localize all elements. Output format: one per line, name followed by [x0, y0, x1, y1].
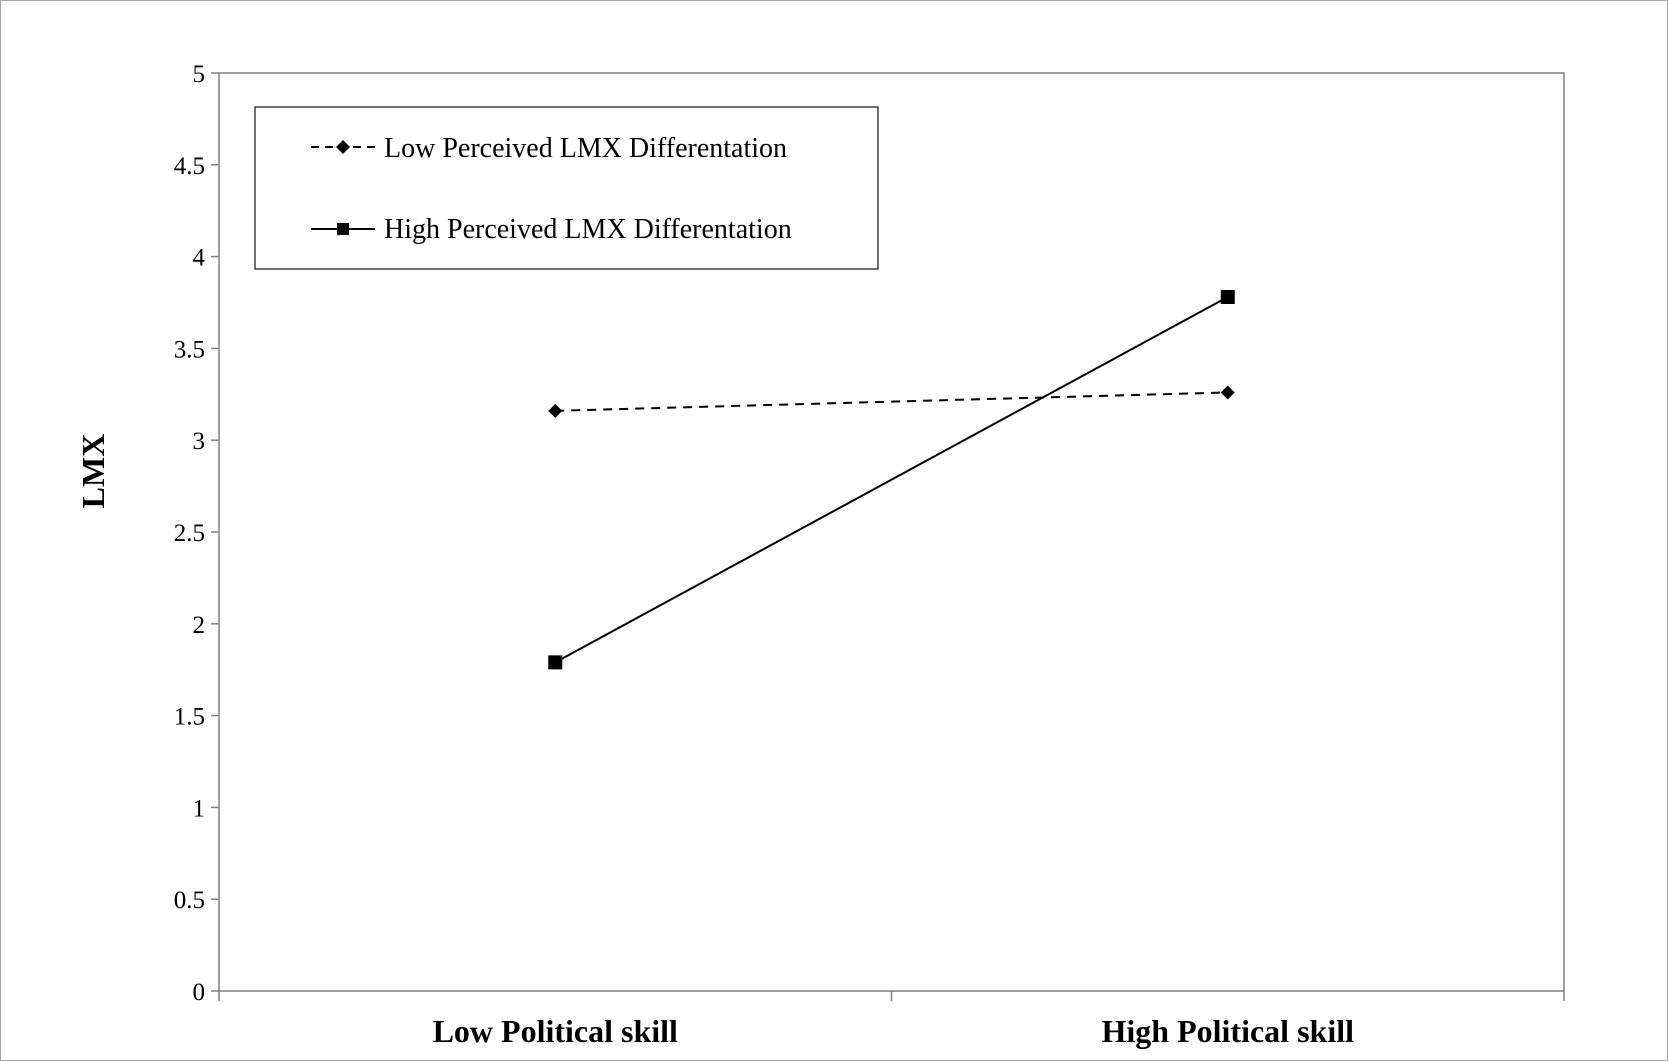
series-line: [555, 391, 1228, 412]
series-2: [548, 289, 1235, 670]
y-tick-label: 4: [193, 245, 206, 272]
y-axis-title: LMX: [75, 434, 111, 509]
data-point-square: [548, 655, 563, 670]
x-category-label: Low Political skill: [433, 1013, 678, 1049]
y-tick-label: 1.5: [174, 704, 205, 731]
y-tick-label: 1: [193, 795, 206, 822]
legend-diamond-icon: [336, 140, 350, 154]
y-tick-label: 3.5: [174, 336, 205, 363]
data-point-square: [1220, 289, 1235, 304]
legend-box: [254, 106, 879, 270]
y-tick-label: 4.5: [174, 153, 205, 180]
y-tick-label: 3: [193, 428, 206, 455]
data-point-diamond: [548, 403, 563, 418]
legend: Low Perceived LMX Differentation High Pe…: [254, 106, 879, 270]
y-tick-label: 0: [193, 979, 206, 1006]
legend-label-low: Low Perceived LMX Differentation: [384, 133, 787, 164]
y-tick-label: 2: [193, 612, 206, 639]
plot-area: [218, 72, 1565, 992]
y-axis-ticks: 0 0.5 1 1.5 2 2.5 3 3.5 4 4.5 5: [174, 61, 219, 1006]
y-tick-label: 0.5: [174, 887, 205, 914]
x-category-label: High Political skill: [1102, 1013, 1355, 1049]
x-axis-ticks: Low Political skill High Political skill: [218, 991, 1565, 1049]
series-1: [548, 385, 1235, 418]
legend-square-icon: [337, 223, 349, 235]
series-layer: [548, 289, 1235, 670]
y-tick-label: 5: [193, 61, 206, 88]
series-line: [554, 296, 1229, 664]
data-point-diamond: [1220, 385, 1235, 400]
y-tick-label: 2.5: [174, 520, 205, 547]
legend-label-high: High Perceived LMX Differentation: [384, 214, 792, 245]
